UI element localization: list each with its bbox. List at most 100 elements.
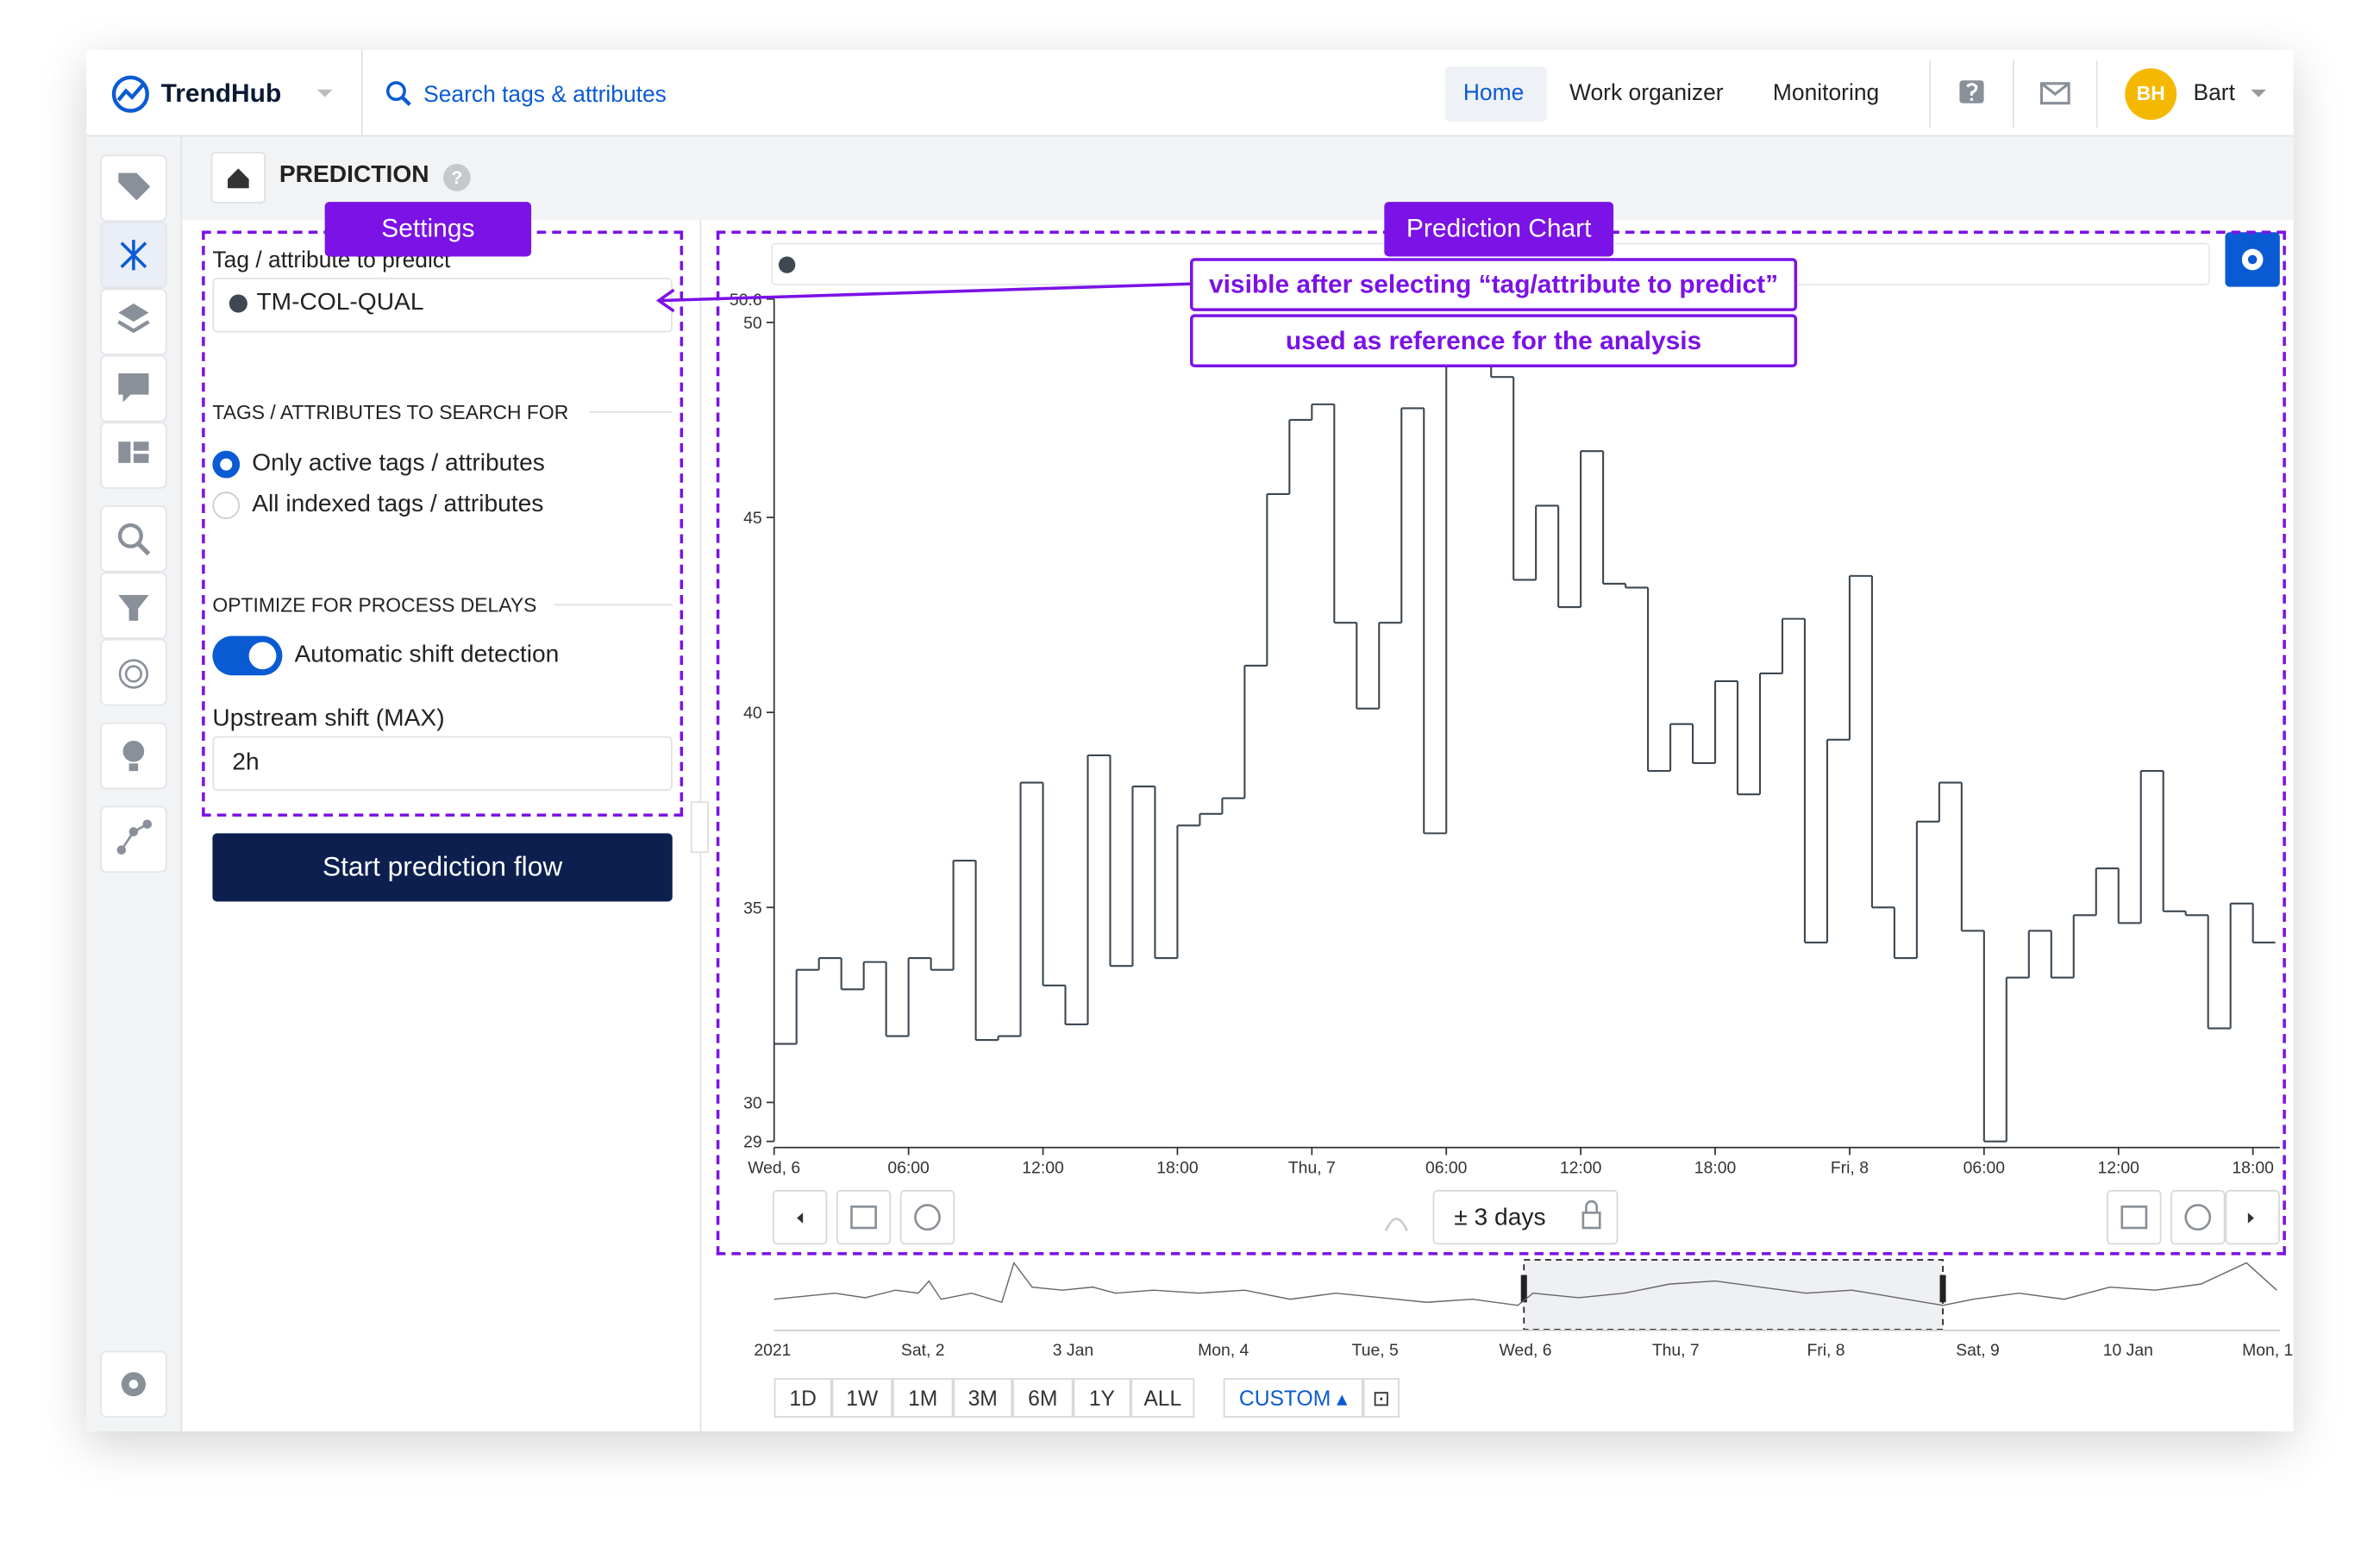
resize-handle[interactable] bbox=[690, 801, 710, 854]
user-dropdown[interactable] bbox=[2248, 86, 2270, 102]
x-tick-label: 18:00 bbox=[2232, 1159, 2274, 1178]
x-tick-label: Fri, 8 bbox=[1831, 1159, 1869, 1178]
range-button[interactable]: 1M bbox=[892, 1378, 954, 1418]
section-heading: OPTIMIZE FOR PROCESS DELAYS bbox=[212, 593, 537, 617]
start-button[interactable]: Start prediction flow bbox=[212, 833, 673, 902]
y-tick-label: 30 bbox=[743, 1093, 762, 1112]
navigator-tick-label: Wed, 6 bbox=[1499, 1342, 1552, 1361]
radio-label[interactable]: Only active tags / attributes bbox=[252, 450, 545, 477]
navigator-handle[interactable] bbox=[1939, 1274, 1946, 1303]
range-display: ± 3 days bbox=[1454, 1205, 1546, 1231]
navigator-tick-label: 10 Jan bbox=[2102, 1342, 2153, 1361]
logo-dropdown[interactable] bbox=[314, 86, 335, 102]
rail-search[interactable] bbox=[100, 505, 167, 573]
range-control[interactable] bbox=[1432, 1189, 1619, 1245]
range-button[interactable]: 6M bbox=[1012, 1378, 1074, 1418]
tag-dot bbox=[229, 294, 247, 313]
callout-label: Settings bbox=[324, 202, 532, 257]
navigator-window[interactable] bbox=[1523, 1259, 1944, 1331]
section-rule bbox=[588, 411, 673, 413]
y-tick-label: 45 bbox=[743, 509, 762, 528]
nav-link[interactable]: Home bbox=[1462, 80, 1525, 107]
help-icon[interactable] bbox=[1958, 79, 1986, 110]
y-tick-label: 29 bbox=[743, 1133, 762, 1152]
navigator-tick-label: 2021 bbox=[754, 1342, 792, 1361]
navigator-tick-label: Sat, 2 bbox=[900, 1342, 945, 1361]
nav-active-bg bbox=[1444, 66, 1547, 122]
field-label: Upstream shift (MAX) bbox=[212, 705, 445, 732]
nav-link[interactable]: Work organizer bbox=[1569, 80, 1724, 107]
chart-settings-button[interactable] bbox=[2225, 232, 2280, 287]
y-tick-label: 35 bbox=[743, 899, 762, 917]
y-tick-label: 40 bbox=[743, 704, 762, 723]
x-tick-label: 12:00 bbox=[1022, 1159, 1064, 1178]
y-tick-label: 50.6 bbox=[730, 291, 762, 310]
callout-label: Prediction Chart bbox=[1384, 202, 1614, 257]
help-badge[interactable]: ? bbox=[442, 164, 471, 191]
navigator-handle[interactable] bbox=[1520, 1274, 1527, 1303]
time-button[interactable] bbox=[2170, 1189, 2226, 1245]
search-icon bbox=[385, 81, 411, 107]
toggle[interactable] bbox=[212, 636, 283, 676]
navigator-tick-label: Tue, 5 bbox=[1351, 1342, 1399, 1361]
rail-comments[interactable] bbox=[100, 354, 167, 423]
radio-selected[interactable] bbox=[212, 450, 241, 479]
date-button[interactable] bbox=[2107, 1189, 2162, 1245]
rail-layers[interactable] bbox=[100, 288, 167, 355]
x-tick-label: 12:00 bbox=[1560, 1159, 1602, 1178]
range-button[interactable]: 1D bbox=[774, 1378, 832, 1418]
fullscreen-button[interactable]: ⊡ bbox=[1362, 1378, 1400, 1418]
home-icon bbox=[228, 168, 249, 189]
header-border bbox=[86, 135, 2294, 137]
divider bbox=[2013, 60, 2014, 128]
divider bbox=[360, 50, 363, 135]
range-button[interactable]: 1W bbox=[831, 1378, 892, 1418]
radio[interactable] bbox=[212, 492, 241, 519]
toggle-knob bbox=[248, 642, 277, 670]
page-title: PREDICTION bbox=[279, 162, 429, 189]
x-tick-label: Wed, 6 bbox=[748, 1159, 800, 1178]
x-tick-label: 18:00 bbox=[1694, 1159, 1737, 1178]
x-tick-label: 18:00 bbox=[1156, 1159, 1199, 1178]
x-tick-label: 12:00 bbox=[2098, 1159, 2140, 1178]
radio-label[interactable]: All indexed tags / attributes bbox=[252, 492, 544, 518]
search-input[interactable]: Search tags & attributes bbox=[423, 82, 667, 108]
annotation: visible after selecting “tag/attribute t… bbox=[1189, 258, 1798, 311]
section-rule bbox=[554, 604, 673, 606]
divider bbox=[1929, 60, 1931, 128]
x-tick-label: 06:00 bbox=[1425, 1159, 1468, 1178]
range-button[interactable]: 3M bbox=[953, 1378, 1013, 1418]
home-button[interactable] bbox=[210, 152, 266, 204]
x-tick-label: Thu, 7 bbox=[1288, 1159, 1336, 1178]
tag-select[interactable] bbox=[212, 278, 673, 333]
nav-link[interactable]: Monitoring bbox=[1772, 80, 1880, 107]
range-button[interactable]: ALL bbox=[1130, 1378, 1195, 1418]
date-button[interactable] bbox=[836, 1189, 892, 1245]
navigator-tick-label: Mon, 4 bbox=[1198, 1342, 1250, 1361]
navigator-tick-label: Thu, 7 bbox=[1651, 1342, 1700, 1361]
mail-icon[interactable] bbox=[2039, 82, 2070, 106]
tag-value[interactable]: TM-COL-QUAL bbox=[256, 290, 424, 316]
avatar[interactable]: BH bbox=[2125, 68, 2177, 121]
navigator-tick-label: 3 Jan bbox=[1052, 1342, 1094, 1361]
gear-icon bbox=[2241, 248, 2264, 271]
section-heading: TAGS / ATTRIBUTES TO SEARCH FOR bbox=[212, 400, 569, 424]
shift-input[interactable] bbox=[212, 736, 673, 792]
navigator-tick-label: Fri, 8 bbox=[1807, 1342, 1845, 1361]
time-button[interactable] bbox=[899, 1189, 955, 1245]
custom-button[interactable]: CUSTOM ▴ bbox=[1223, 1378, 1363, 1418]
navigator-tick-label: Sat, 9 bbox=[1956, 1342, 2000, 1361]
shift-value[interactable]: 2h bbox=[232, 749, 260, 776]
x-tick-label: 06:00 bbox=[887, 1159, 930, 1178]
rail-icons bbox=[116, 172, 153, 1397]
rail-graph[interactable] bbox=[100, 805, 167, 874]
navigator-line bbox=[774, 1261, 2277, 1306]
range-button[interactable]: 1Y bbox=[1073, 1378, 1131, 1418]
user-name[interactable]: Bart bbox=[2193, 80, 2235, 107]
rail-fingerprint[interactable] bbox=[100, 639, 167, 706]
